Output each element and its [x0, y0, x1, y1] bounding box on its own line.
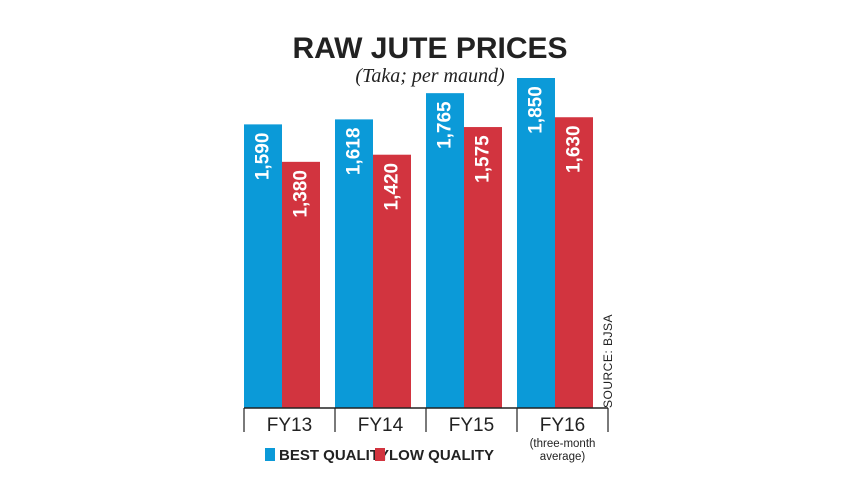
bar-best-quality-fy15	[426, 93, 464, 408]
data-label-low-quality-fy13: 1,380	[291, 170, 312, 218]
tick-label-fy13: FY13	[267, 415, 312, 436]
tick-label-fy16: FY16	[540, 415, 585, 436]
chart-subtitle: (Taka; per maund)	[355, 65, 505, 87]
legend-label-best-quality: BEST QUALITY	[279, 447, 389, 464]
data-label-low-quality-fy14: 1,420	[382, 163, 403, 211]
data-label-best-quality-fy13: 1,590	[253, 133, 274, 181]
bar-low-quality-fy16	[555, 117, 593, 409]
bar-low-quality-fy13	[282, 161, 320, 408]
tick-label-fy15: FY15	[449, 415, 494, 436]
bar-low-quality-fy15	[464, 127, 502, 409]
data-label-low-quality-fy16: 1,630	[564, 125, 585, 173]
legend-swatch-best-quality	[265, 448, 275, 461]
tick-label-fy14: FY14	[358, 415, 404, 436]
legend-swatch-low-quality	[375, 448, 385, 461]
chart-title: RAW JUTE PRICES	[292, 32, 567, 65]
source-note: SOURCE: BJSA	[601, 314, 615, 408]
bar-best-quality-fy16	[517, 78, 555, 408]
legend-label-low-quality: LOW QUALITY	[389, 447, 494, 464]
bar-best-quality-fy14	[335, 119, 373, 408]
tick-note-fy16: (three-month	[530, 438, 596, 450]
bar-best-quality-fy13	[244, 124, 282, 408]
data-label-best-quality-fy15: 1,765	[435, 101, 456, 149]
data-label-low-quality-fy15: 1,575	[473, 135, 494, 183]
data-label-best-quality-fy14: 1,618	[344, 128, 365, 176]
data-label-best-quality-fy16: 1,850	[526, 86, 547, 134]
tick-note-fy16: average)	[540, 451, 586, 463]
legend: BEST QUALITY LOW QUALITY	[265, 447, 494, 464]
bar-group: 1,590 1,380 1,618 1,420 1,765 1,575 1,850 1,630	[244, 78, 593, 409]
bar-low-quality-fy14	[373, 154, 411, 408]
